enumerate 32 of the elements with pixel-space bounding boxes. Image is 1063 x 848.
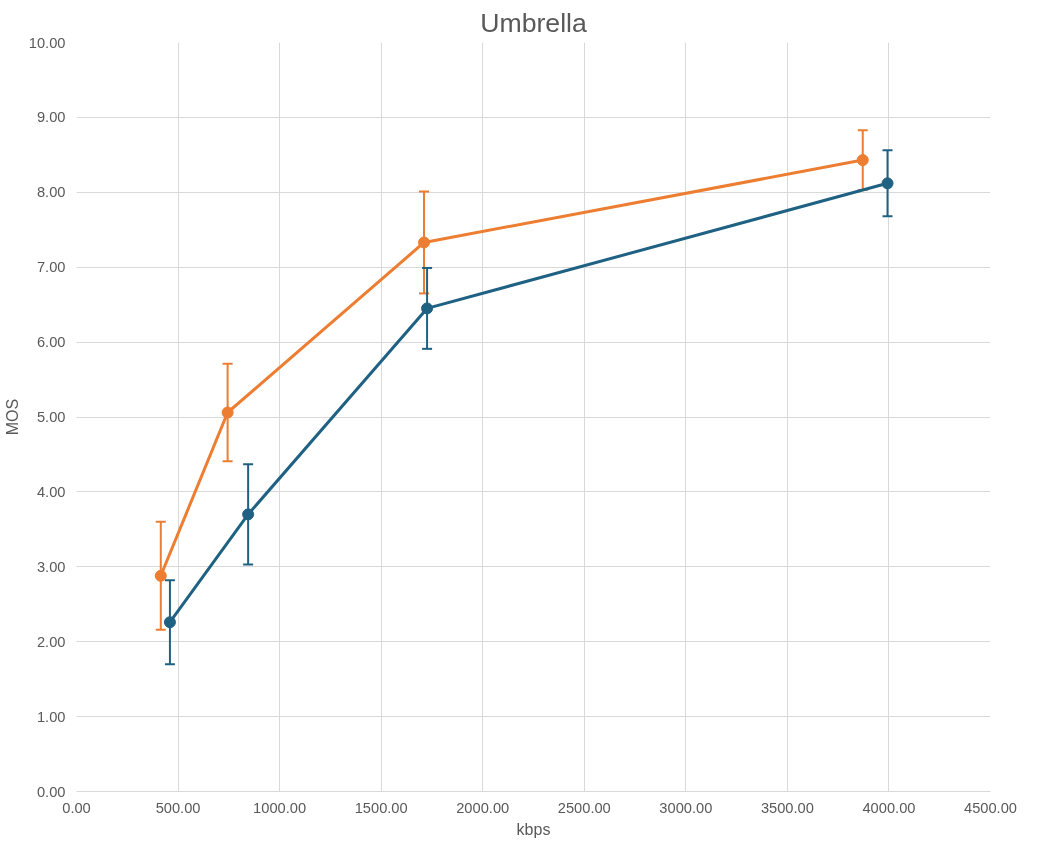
x-tick-label: 1000.00	[253, 799, 307, 816]
y-tick-label: 10.00	[28, 34, 66, 51]
y-tick-label: 6.00	[36, 334, 66, 351]
y-tick-label: 7.00	[36, 259, 66, 276]
y-tick-label: 3.00	[36, 558, 66, 575]
y-axis-title: MOS	[3, 398, 21, 436]
x-tick-label: 4000.00	[862, 799, 916, 816]
x-tick-label: 500.00	[155, 799, 201, 816]
x-tick-label: 4500.00	[964, 799, 1017, 816]
y-tick-label: 4.00	[36, 483, 66, 500]
point	[421, 302, 434, 315]
point	[418, 236, 431, 249]
y-tick-label: 2.00	[36, 633, 66, 650]
x-tick-label: 2000.00	[456, 799, 510, 816]
x-tick-label: 0.00	[62, 799, 91, 816]
x-tick-label: 2500.00	[557, 799, 611, 816]
point	[881, 177, 894, 190]
point	[154, 569, 167, 582]
x-tick-label: 3000.00	[659, 799, 713, 816]
point	[221, 406, 234, 419]
y-tick-label: 9.00	[36, 109, 66, 126]
y-tick-label: 0.00	[36, 783, 66, 800]
y-tick-label: 5.00	[36, 409, 66, 425]
y-tick-label: 1.00	[36, 708, 66, 725]
chart-title: Umbrella	[480, 7, 587, 38]
x-tick-label: 1500.00	[354, 799, 408, 816]
point	[163, 616, 176, 629]
x-tick-label: 3500.00	[760, 799, 814, 816]
x-axis-title: kbps	[516, 820, 551, 838]
y-tick-label: 8.00	[36, 184, 66, 201]
point	[856, 154, 869, 167]
point	[242, 508, 255, 521]
